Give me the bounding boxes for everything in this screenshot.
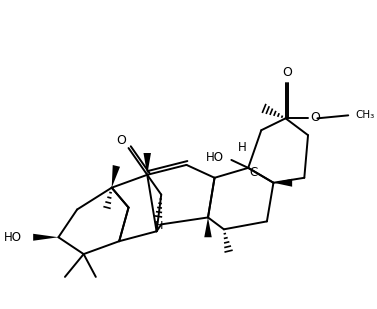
Text: HO: HO — [4, 231, 22, 244]
Text: O: O — [282, 66, 293, 79]
Polygon shape — [33, 234, 58, 241]
Text: O: O — [310, 111, 320, 124]
Text: CH₃: CH₃ — [356, 110, 375, 120]
Text: O: O — [116, 133, 126, 147]
Text: HO: HO — [206, 151, 224, 164]
Polygon shape — [273, 179, 292, 187]
Polygon shape — [204, 218, 212, 237]
Text: H: H — [238, 141, 247, 154]
Text: C: C — [250, 166, 258, 179]
Polygon shape — [112, 165, 120, 188]
Polygon shape — [144, 153, 151, 175]
Text: H: H — [155, 221, 164, 231]
